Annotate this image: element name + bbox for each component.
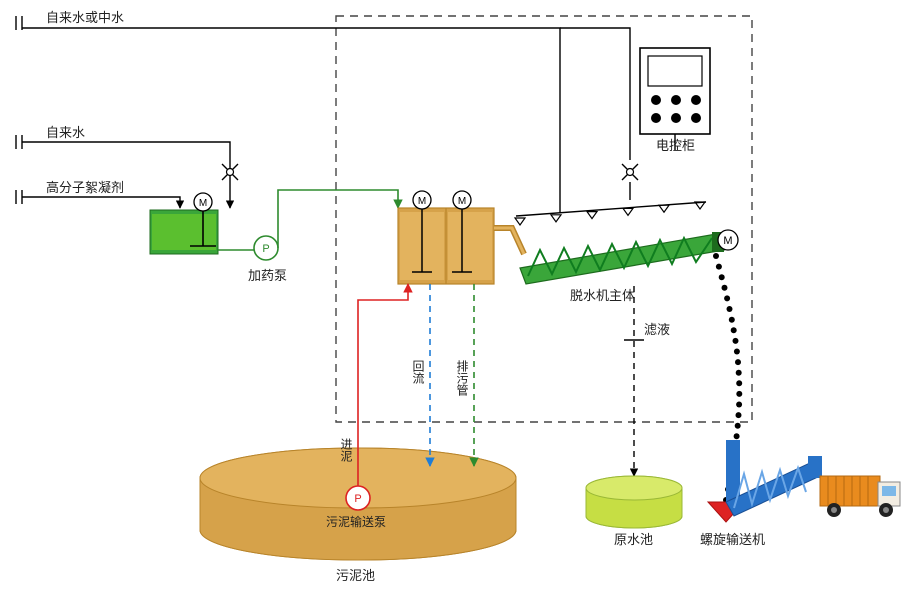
dewater-body	[520, 232, 724, 284]
label-tap: 自来水	[46, 125, 85, 140]
flow-flocculant	[22, 197, 180, 208]
motor-icon: M	[718, 230, 738, 250]
label-flocculant: 高分子絮凝剂	[46, 180, 124, 195]
label-drain: 排污管	[455, 360, 469, 397]
label-sludge-pump: 污泥输送泵	[326, 514, 386, 529]
label-dewater-body: 脱水机主体	[570, 288, 635, 303]
svg-text:P: P	[354, 493, 361, 505]
svg-text:M: M	[199, 198, 207, 209]
mix-tank	[398, 208, 524, 284]
truck-icon	[820, 476, 900, 517]
svg-text:M: M	[418, 196, 426, 207]
label-screw-conveyor: 螺旋输送机	[700, 532, 765, 547]
control-cabinet	[640, 48, 710, 150]
screw-conveyor	[726, 440, 822, 516]
dosing-pump: P	[254, 236, 278, 260]
flow-dosing-green2	[278, 190, 398, 248]
motor-icon: M	[413, 191, 431, 209]
motor-icon: M	[194, 193, 212, 211]
label-return: 回流	[411, 360, 425, 384]
svg-text:P: P	[262, 243, 269, 255]
label-control-cabinet: 电控柜	[656, 138, 695, 153]
floc-tank	[150, 210, 218, 254]
svg-text:M: M	[458, 196, 466, 207]
label-filtrate: 滤液	[644, 322, 670, 337]
label-inlet-sludge: 进泥	[339, 438, 353, 462]
valve-icon	[622, 164, 638, 180]
label-dosing-pump: 加药泵	[248, 268, 287, 283]
sludge-pump: P	[346, 486, 370, 510]
flow-water-top	[22, 28, 560, 200]
label-sludge-pond: 污泥池	[336, 568, 375, 583]
raw-water-pond	[586, 476, 682, 528]
svg-text:M: M	[723, 235, 732, 247]
label-tap-or-reclaimed: 自来水或中水	[46, 10, 124, 25]
flow-to-valve-right	[560, 28, 630, 160]
label-raw-pond: 原水池	[614, 532, 653, 547]
spray-header	[516, 202, 706, 216]
motor-icon: M	[453, 191, 471, 209]
